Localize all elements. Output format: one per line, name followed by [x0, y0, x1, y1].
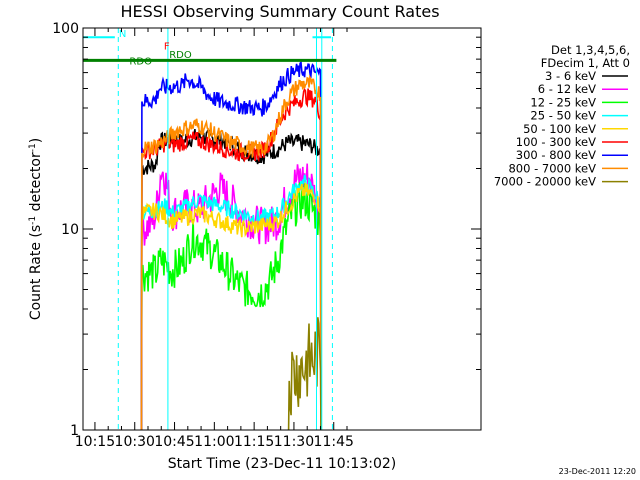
- legend-label-8: 7000 - 20000 keV: [494, 175, 596, 189]
- x-tick-label-5: 11:30: [274, 434, 314, 450]
- y-axis-title-sup1: -1: [28, 216, 38, 225]
- x-tick-label-6: 11:45: [314, 434, 354, 450]
- y-axis-title-sup2: -1: [28, 143, 38, 152]
- legend-label-2: 12 - 25 keV: [530, 95, 596, 109]
- y-tick-label-1: 10: [61, 222, 79, 238]
- legend-label-5: 100 - 300 keV: [516, 135, 596, 149]
- legend-header-line1: Det 1,3,4,5,6,: [551, 43, 630, 57]
- chart-title: HESSI Observing Summary Count Rates: [120, 2, 439, 21]
- x-tick-label-4: 11:15: [234, 434, 274, 450]
- legend-label-7: 800 - 7000 keV: [508, 161, 596, 175]
- legend-header-line2: FDecim 1, Att 0: [541, 56, 630, 70]
- x-axis: 10:15 10:30 10:45 11:00 11:15 11:30 11:45: [75, 28, 354, 450]
- series-line-7: [140, 74, 322, 431]
- legend: Det 1,3,4,5,6, FDecim 1, Att 0 3 - 6 keV…: [494, 43, 630, 189]
- legend-label-6: 300 - 800 keV: [516, 148, 596, 162]
- flag-marker-2: RDO: [169, 50, 192, 61]
- flag-marker-1: F: [164, 42, 170, 53]
- y-axis-title-part3: ): [28, 138, 44, 143]
- plot-area: [140, 60, 322, 431]
- y-axis-title-part1: Count Rate (s: [28, 225, 44, 320]
- flag-marker-3: RDO: [129, 56, 152, 67]
- x-tick-label-1: 10:30: [115, 434, 155, 450]
- y-tick-label-0: 1: [70, 423, 79, 439]
- y-axis-title-part2: detector: [28, 152, 44, 216]
- series-line-3: [140, 174, 322, 431]
- y-axis-title: Count Rate (s-1 detector-1): [28, 138, 44, 320]
- series-line-4: [140, 182, 322, 431]
- series-line-8: [287, 317, 322, 431]
- legend-label-0: 3 - 6 keV: [545, 69, 596, 83]
- legend-label-1: 6 - 12 keV: [538, 82, 596, 96]
- series-line-2: [140, 181, 322, 431]
- series-line-6: [140, 60, 322, 431]
- x-axis-title: Start Time (23-Dec-11 10:13:02): [168, 456, 396, 472]
- x-tick-label-0: 10:15: [75, 434, 115, 450]
- flag-marker-0: N: [119, 29, 126, 40]
- legend-label-3: 25 - 50 keV: [530, 109, 596, 123]
- series-line-5: [140, 87, 322, 431]
- y-axis: 1 10 100: [52, 21, 481, 439]
- timestamp: 23-Dec-2011 12:20: [559, 467, 636, 476]
- y-tick-label-2: 100: [52, 21, 79, 37]
- x-tick-label-2: 10:45: [154, 434, 194, 450]
- x-tick-label-3: 11:00: [194, 434, 234, 450]
- legend-label-4: 50 - 100 keV: [523, 122, 596, 136]
